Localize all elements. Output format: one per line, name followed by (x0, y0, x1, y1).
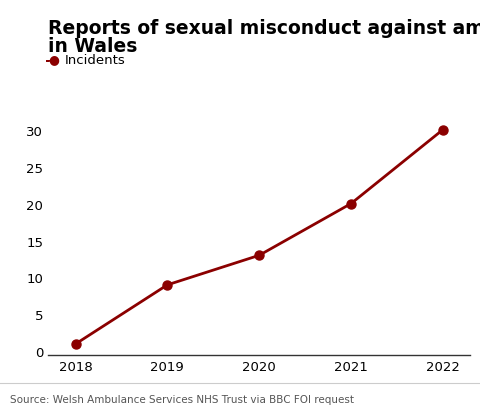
Text: in Wales: in Wales (48, 37, 137, 56)
Text: Incidents: Incidents (65, 53, 126, 66)
Text: ●: ● (48, 53, 59, 66)
Text: Source: Welsh Ambulance Services NHS Trust via BBC FOI request: Source: Welsh Ambulance Services NHS Tru… (10, 394, 354, 404)
Text: BBC: BBC (429, 392, 454, 403)
Text: Reports of sexual misconduct against ambulance staff: Reports of sexual misconduct against amb… (48, 19, 480, 38)
